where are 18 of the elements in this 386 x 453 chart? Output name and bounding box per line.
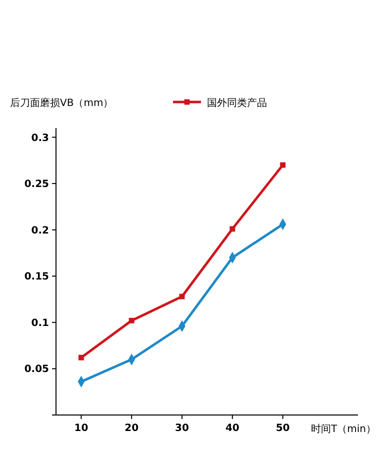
x-axis-title: 时间T（min） xyxy=(311,423,376,435)
x-tick-label: 40 xyxy=(225,423,240,434)
y-tick-label: 0.3 xyxy=(31,132,50,144)
x-tick-label: 50 xyxy=(276,423,290,434)
legend-label: 国外同类产品 xyxy=(207,97,267,109)
point xyxy=(230,226,236,232)
x-tick-label: 30 xyxy=(175,423,189,434)
y-tick-label: 0.25 xyxy=(24,179,50,190)
y-tick-label: 0.15 xyxy=(24,272,50,283)
point xyxy=(128,318,134,324)
y-tick-label: 0.05 xyxy=(24,364,50,376)
x-tick-label: 10 xyxy=(74,423,88,434)
y-tick-label: 0.1 xyxy=(31,318,50,329)
x-tick-label: 20 xyxy=(124,423,139,434)
point xyxy=(280,162,286,168)
point xyxy=(78,354,84,360)
y-tick-label: 0.2 xyxy=(31,225,50,236)
y-axis-title: 后刀面磨损VB（mm） xyxy=(10,97,114,109)
